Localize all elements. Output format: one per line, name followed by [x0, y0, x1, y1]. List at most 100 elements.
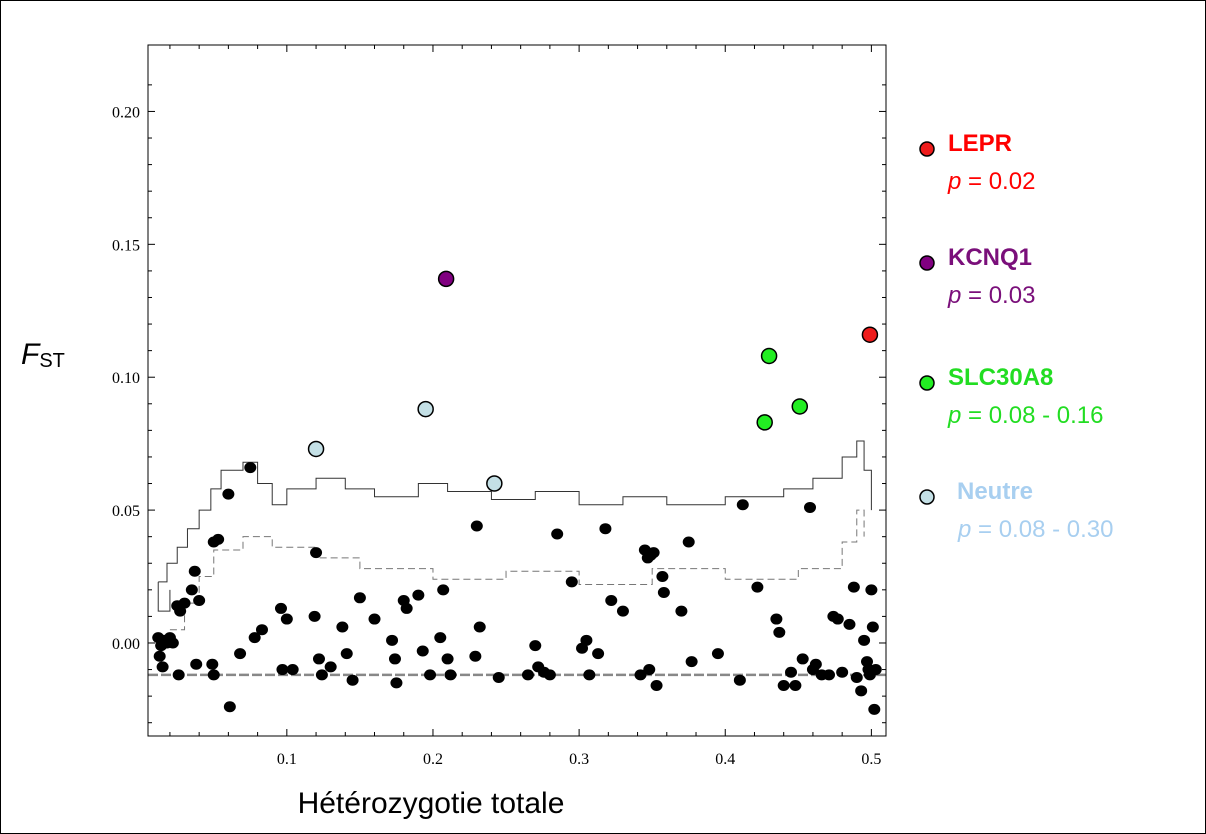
data-point — [599, 523, 612, 535]
legend-p-text: = 0.08 - 0.30 — [971, 516, 1113, 543]
y-tick-label: 0.00 — [112, 636, 140, 653]
y-axis-ticks: 0.00 0.05 0.10 0.15 0.20 — [112, 84, 886, 724]
legend-p-value: p = 0.02 — [947, 168, 1035, 195]
x-tick-label: 0.1 — [277, 751, 297, 768]
legend-marker — [919, 255, 935, 271]
data-point — [685, 656, 698, 668]
data-point — [286, 664, 299, 676]
y-axis-title-sub: ST — [39, 350, 65, 372]
data-point — [529, 640, 542, 652]
data-point — [583, 669, 596, 681]
data-point — [543, 669, 556, 681]
data-point — [521, 669, 534, 681]
data-point — [777, 680, 790, 692]
x-tick-label: 0.5 — [861, 751, 881, 768]
data-point — [340, 648, 353, 660]
y-axis-title: FST — [21, 338, 65, 372]
data-point — [847, 581, 860, 593]
data-point — [390, 677, 403, 689]
legend-p-value: p = 0.08 - 0.30 — [957, 516, 1113, 543]
data-point — [657, 586, 670, 598]
data-point — [605, 594, 618, 606]
data-point — [492, 672, 505, 684]
data-point — [178, 597, 191, 609]
data-point — [346, 674, 359, 686]
y-tick-label: 0.05 — [112, 503, 140, 520]
legend-marker — [919, 375, 935, 391]
y-axis-title-main: F — [21, 338, 41, 371]
data-point — [580, 634, 593, 646]
legend-marker — [919, 141, 935, 157]
data-point — [312, 653, 325, 665]
x-axis-ticks: 0.1 0.2 0.3 0.4 0.5 — [169, 45, 881, 768]
background-points — [152, 462, 882, 715]
data-point — [315, 669, 328, 681]
y-tick-label: 0.10 — [112, 370, 140, 387]
legend-p-symbol: p — [947, 282, 961, 309]
highlighted-points — [307, 270, 879, 492]
data-point — [855, 685, 868, 697]
data-point — [276, 664, 289, 676]
highlighted-point — [861, 326, 879, 343]
highlighted-point — [756, 414, 773, 431]
data-point — [836, 666, 849, 678]
data-point — [616, 605, 629, 617]
data-point — [770, 613, 783, 625]
legend-p-text: = 0.02 — [961, 168, 1035, 195]
data-point — [234, 648, 247, 660]
data-point — [437, 584, 450, 596]
legend-p-value: p = 0.08 - 0.16 — [947, 402, 1103, 429]
data-point — [656, 571, 669, 583]
data-point — [434, 632, 447, 644]
data-point — [650, 680, 663, 692]
legend-p-symbol: p — [947, 402, 961, 429]
data-point — [647, 547, 660, 559]
data-point — [751, 581, 764, 593]
data-point — [565, 576, 578, 588]
data-point — [412, 589, 425, 601]
data-point — [823, 669, 836, 681]
data-point — [865, 584, 878, 596]
data-point — [470, 520, 483, 532]
data-point — [733, 674, 746, 686]
data-point — [682, 536, 695, 548]
legend-marker — [919, 489, 935, 505]
data-point — [324, 661, 337, 673]
y-tick-label: 0.15 — [112, 237, 140, 254]
x-tick-label: 0.2 — [423, 751, 443, 768]
data-point — [153, 650, 166, 662]
legend-name: LEPR — [948, 130, 1012, 157]
x-tick-label: 0.4 — [715, 751, 735, 768]
data-point — [831, 613, 844, 625]
data-point — [308, 610, 321, 622]
highlighted-point — [760, 347, 778, 365]
data-point — [280, 613, 293, 625]
envelope-contours — [157, 440, 872, 631]
data-point — [400, 602, 413, 614]
median-envelope — [169, 509, 865, 631]
data-point — [868, 703, 881, 715]
data-point — [388, 653, 401, 665]
legend: LEPR p = 0.02 KCNQ1 p = 0.03 SLC30A8 p = 0.08… — [919, 130, 1113, 543]
legend-p-symbol: p — [957, 516, 971, 543]
data-point — [469, 650, 482, 662]
highlighted-point — [486, 475, 503, 492]
data-point — [804, 501, 817, 513]
x-axis-title: Hétérozygotie totale — [298, 787, 565, 820]
highlighted-point — [437, 270, 455, 288]
x-tick-label: 0.3 — [569, 751, 589, 768]
highlighted-point — [417, 400, 434, 418]
data-point — [785, 666, 798, 678]
data-point — [166, 637, 179, 649]
legend-p-text: = 0.08 - 0.16 — [961, 402, 1103, 429]
data-point — [206, 658, 219, 670]
highlighted-point — [791, 398, 809, 415]
data-point — [416, 645, 429, 657]
data-point — [675, 605, 688, 617]
data-point — [223, 701, 236, 713]
plot-area — [147, 44, 887, 737]
data-point — [736, 499, 749, 511]
data-point — [222, 488, 235, 500]
